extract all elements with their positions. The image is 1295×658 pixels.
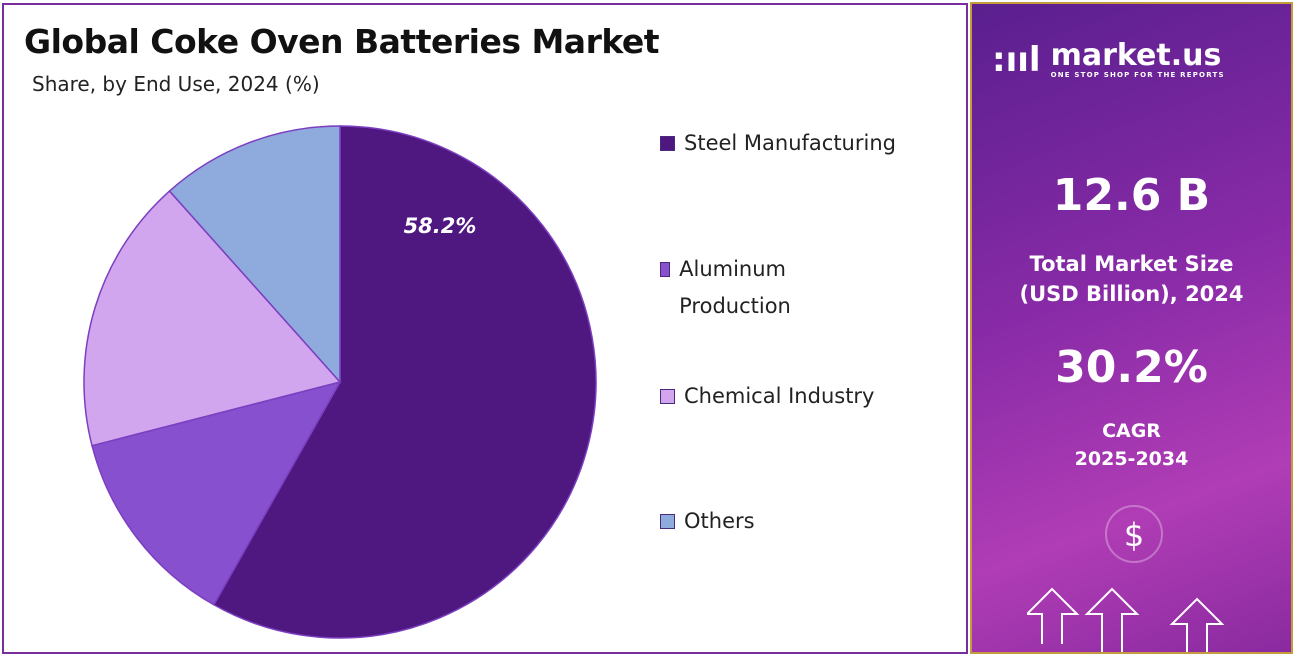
cagr-label: CAGR (1102, 420, 1161, 442)
data-label: 58.2% (404, 214, 477, 238)
brand-tagline: ONE STOP SHOP FOR THE REPORTS (1050, 71, 1225, 79)
pie-slice-steel-manufacturing (212, 125, 597, 639)
chart-title: Global Coke Oven Batteries Market (24, 22, 660, 61)
dollar-arrows-icon: $ (1027, 505, 1225, 652)
summary-panel: :ııl market.us ONE STOP SHOP FOR THE REP… (970, 2, 1293, 654)
chart-subtitle: Share, by End Use, 2024 (%) (32, 72, 320, 96)
legend-swatch (660, 136, 675, 151)
brand-logo: :ııl market.us ONE STOP SHOP FOR THE REP… (992, 40, 1225, 80)
svg-text:$: $ (1124, 516, 1144, 554)
legend-item-others: Others (660, 503, 755, 540)
legend-item-steel: Steel Manufacturing (660, 125, 896, 162)
market-size-label-2: (USD Billion), 2024 (1019, 282, 1244, 306)
pie-chart: 58.2% (83, 125, 597, 639)
pie-slice-aluminum-production (91, 380, 342, 606)
legend-label: Aluminum Production (679, 257, 791, 318)
pie-slice-chemical-industry (83, 189, 342, 447)
legend-label: Others (684, 509, 755, 533)
market-size-value: 12.6 B (1052, 170, 1211, 221)
legend-item-chemical: Chemical Industry (660, 378, 875, 415)
logo-mark-icon: :ııl (992, 40, 1041, 80)
pie-slice-others (168, 125, 341, 384)
legend-item-aluminum: Aluminum Production (660, 251, 820, 325)
legend-label: Steel Manufacturing (684, 131, 896, 155)
brand-name: market.us (1050, 38, 1222, 73)
legend-label: Chemical Industry (684, 384, 875, 408)
legend-swatch (660, 514, 675, 529)
cagr-period: 2025-2034 (1074, 448, 1189, 470)
cagr-value: 30.2% (1055, 342, 1208, 393)
market-size-label: Total Market Size (1029, 252, 1234, 276)
legend-swatch (660, 389, 675, 404)
legend-swatch (660, 262, 671, 277)
